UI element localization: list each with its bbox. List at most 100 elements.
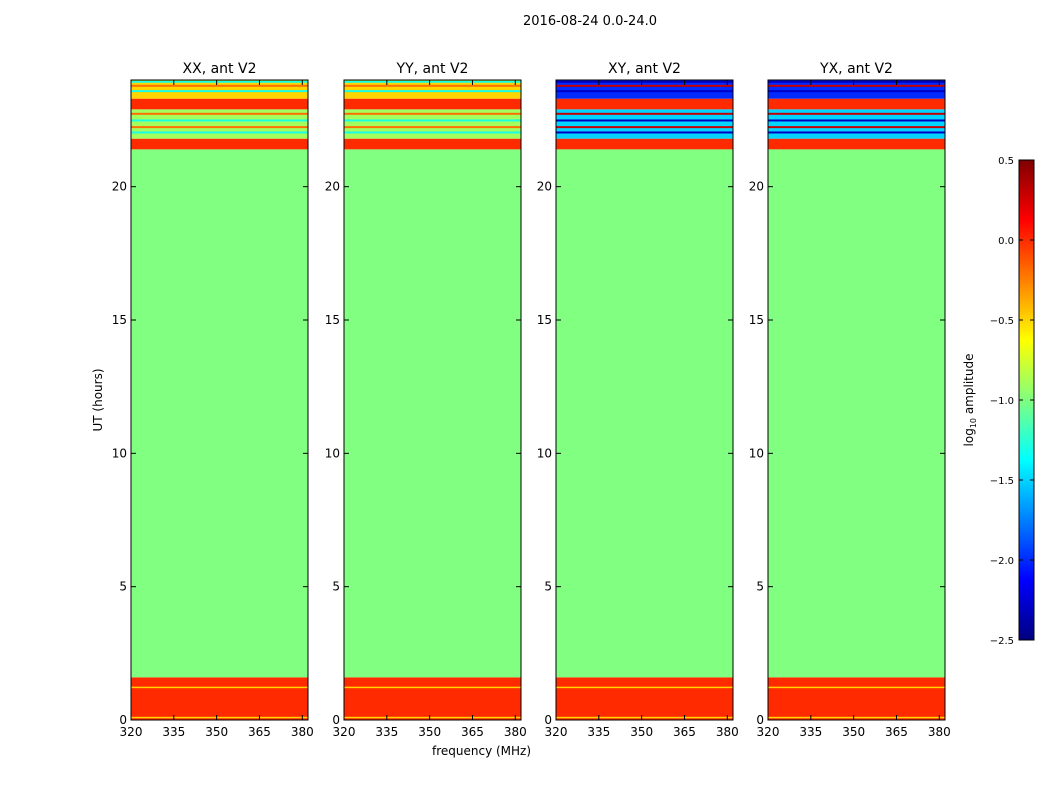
y-tick-label: 0 [756, 713, 764, 727]
y-tick-label: 15 [325, 313, 340, 327]
noise-streak [344, 131, 521, 134]
noise-streak [768, 80, 945, 83]
x-tick-label: 335 [375, 725, 398, 739]
y-tick-label: 10 [537, 446, 552, 460]
noise-streak [556, 80, 733, 83]
noise-streak [768, 119, 945, 122]
x-tick-label: 335 [162, 725, 185, 739]
y-tick-label: 15 [112, 313, 127, 327]
noise-streak [131, 90, 308, 93]
noise-streak [344, 84, 521, 87]
y-tick-label: 20 [749, 180, 764, 194]
x-tick-label: 380 [928, 725, 951, 739]
heatmap-band-2 [344, 149, 521, 678]
y-tick-label: 15 [749, 313, 764, 327]
x-tick-label: 320 [757, 725, 780, 739]
noise-streak [768, 90, 945, 93]
y-tick-label: 20 [537, 180, 552, 194]
noise-streak [131, 686, 308, 689]
colorbar-tick-label: −1.5 [990, 476, 1014, 487]
x-tick-label: 365 [885, 725, 908, 739]
x-tick-label: 365 [248, 725, 271, 739]
heatmap-band-1 [768, 677, 945, 720]
noise-streak [344, 119, 521, 122]
subplot-title: XX, ant V2 [183, 61, 257, 77]
y-tick-label: 5 [119, 580, 127, 594]
colorbar-tick-label: −2.0 [990, 556, 1014, 567]
heatmap-band-5 [131, 98, 308, 110]
subplot-4: YX, ant V2 320 335 350 365 380 0 5 10 15 20 [749, 61, 951, 739]
y-tick-label: 0 [332, 713, 340, 727]
x-axis-label: frequency (MHz) [432, 744, 532, 758]
noise-streak [131, 131, 308, 134]
subplot-title: YX, ant V2 [819, 61, 893, 77]
y-tick-label: 5 [332, 580, 340, 594]
heatmap-band-3 [344, 138, 521, 150]
axes-frame [767, 79, 946, 721]
heatmap-band-6 [768, 80, 945, 99]
y-tick-label: 10 [325, 446, 340, 460]
x-tick-label: 365 [461, 725, 484, 739]
noise-streak [556, 84, 733, 87]
y-tick-label: 5 [544, 580, 552, 594]
colorbar-label: log10 amplitude [962, 354, 978, 447]
subplot-1: XX, ant V2 320 335 350 365 380 0 5 10 15 20 [112, 61, 314, 739]
heatmap-band-1 [344, 677, 521, 720]
noise-streak [131, 126, 308, 129]
x-tick-label: 380 [291, 725, 314, 739]
heatmap-band-5 [768, 98, 945, 110]
subplot-title: YY, ant V2 [396, 61, 469, 77]
heatmap-band-3 [768, 138, 945, 150]
x-tick-label: 350 [205, 725, 228, 739]
noise-streak [556, 716, 733, 719]
noise-streak [131, 112, 308, 115]
colorbar-label-subscript: 10 [969, 418, 978, 428]
x-tick-label: 320 [120, 725, 143, 739]
x-tick-label: 350 [418, 725, 441, 739]
noise-streak [344, 80, 521, 83]
y-tick-label: 15 [537, 313, 552, 327]
x-tick-label: 350 [842, 725, 865, 739]
x-tick-label: 380 [504, 725, 527, 739]
axes-frame [130, 79, 309, 721]
subplot-3: XY, ant V2 320 335 350 365 380 0 5 10 15 20 [537, 61, 739, 739]
heatmap-band-2 [768, 149, 945, 678]
noise-streak [768, 686, 945, 689]
heatmap-band-5 [556, 98, 733, 110]
heatmap-band-1 [556, 677, 733, 720]
noise-streak [556, 119, 733, 122]
heatmap-band-3 [131, 138, 308, 150]
noise-streak [768, 716, 945, 719]
heatmap-band-3 [556, 138, 733, 150]
y-tick-label: 0 [544, 713, 552, 727]
heatmap-band-2 [131, 149, 308, 678]
noise-streak [344, 686, 521, 689]
figure-suptitle: 2016-08-24 0.0-24.0 [523, 14, 657, 29]
heatmap-band-1 [131, 677, 308, 720]
noise-streak [556, 686, 733, 689]
noise-streak [131, 84, 308, 87]
noise-streak [556, 126, 733, 129]
colorbar-tick-label: −1.0 [990, 396, 1014, 407]
y-tick-label: 5 [756, 580, 764, 594]
noise-streak [556, 90, 733, 93]
y-tick-label: 0 [119, 713, 127, 727]
colorbar-tick-label: −2.5 [990, 636, 1014, 647]
noise-streak [344, 126, 521, 129]
subplot-title: XY, ant V2 [608, 61, 681, 77]
noise-streak [344, 90, 521, 93]
noise-streak [344, 716, 521, 719]
colorbar-tick-label: −0.5 [990, 316, 1014, 327]
heatmap-band-2 [556, 149, 733, 678]
colorbar: 0.5 0.0 −0.5 −1.0 −1.5 −2.0 −2.5 log10 amplitud… [962, 156, 1035, 647]
noise-streak [131, 119, 308, 122]
y-tick-label: 20 [325, 180, 340, 194]
noise-streak [768, 126, 945, 129]
noise-streak [131, 80, 308, 83]
noise-streak [768, 131, 945, 134]
colorbar-gradient [1019, 160, 1034, 640]
colorbar-tick-label: 0.5 [998, 156, 1014, 167]
y-tick-label: 10 [112, 446, 127, 460]
subplot-2: YY, ant V2 320 335 350 365 380 0 5 10 15 20 [325, 61, 527, 739]
